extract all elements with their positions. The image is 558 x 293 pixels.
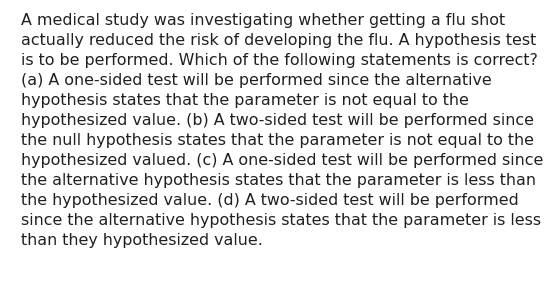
Text: A medical study was investigating whether getting a flu shot
actually reduced th: A medical study was investigating whethe… [21,13,543,248]
